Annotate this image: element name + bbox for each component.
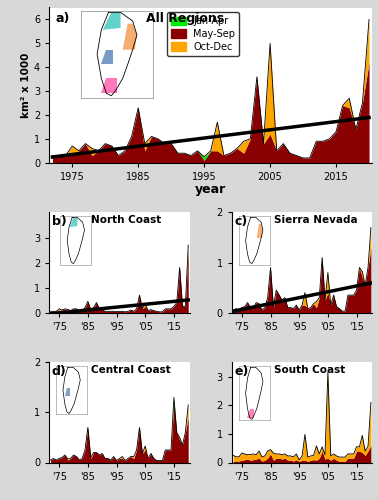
Text: e): e) <box>235 366 249 378</box>
Text: North Coast: North Coast <box>91 216 161 226</box>
Text: c): c) <box>235 216 248 228</box>
Text: d): d) <box>52 366 67 378</box>
Text: Central Coast: Central Coast <box>91 366 171 376</box>
Text: South Coast: South Coast <box>274 366 345 376</box>
Text: b): b) <box>52 216 67 228</box>
X-axis label: year: year <box>195 183 226 196</box>
Text: a): a) <box>56 12 70 25</box>
Y-axis label: km² x 1000: km² x 1000 <box>21 52 31 118</box>
Text: All Regions: All Regions <box>146 12 224 25</box>
Text: Sierra Nevada: Sierra Nevada <box>274 216 358 226</box>
Legend: Jan-Apr, May-Sep, Oct-Dec: Jan-Apr, May-Sep, Oct-Dec <box>167 12 239 56</box>
